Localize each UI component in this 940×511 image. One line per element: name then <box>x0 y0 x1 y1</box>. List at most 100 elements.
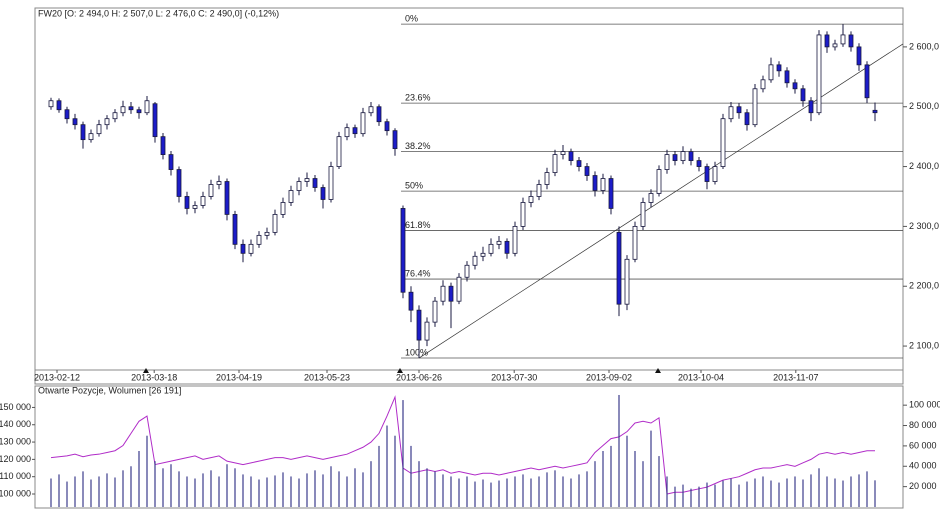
y2-tick-label: 100 000 <box>909 400 940 410</box>
x-tick-label: 2013-02-12 <box>34 372 80 382</box>
candle-body <box>472 255 478 266</box>
candle-body <box>384 121 390 132</box>
y-tick-label: 140 000 <box>0 419 31 429</box>
candle-body <box>88 133 94 141</box>
candle-body <box>232 214 238 245</box>
candle-body <box>192 205 198 209</box>
candle-body <box>424 321 430 341</box>
candle-body <box>520 202 526 227</box>
x-tick-label: 2013-10-04 <box>678 372 724 382</box>
candle-body <box>152 103 158 138</box>
candle-body <box>816 34 822 114</box>
candle-body <box>616 231 622 305</box>
candle-body <box>832 43 838 48</box>
candle-body <box>672 154 678 161</box>
candle-body <box>248 243 254 254</box>
fib-label: 23.6% <box>405 93 431 103</box>
y2-tick-label: 20 000 <box>909 481 937 491</box>
candle-body <box>512 225 518 254</box>
candle-body <box>120 106 126 114</box>
candle-body <box>792 82 798 90</box>
fib-label: 0% <box>405 14 418 24</box>
candle-body <box>648 193 654 203</box>
candle-body <box>856 46 862 66</box>
candle-body <box>64 109 70 120</box>
fib-label: 61.8% <box>405 220 431 230</box>
candle-body <box>104 118 110 126</box>
x-tick-label: 2013-05-23 <box>304 372 350 382</box>
candle-body <box>552 154 558 173</box>
candle-body <box>600 178 606 191</box>
candle-body <box>184 196 190 209</box>
candle-body <box>112 112 118 120</box>
x-tick-label: 2013-07-30 <box>491 372 537 382</box>
x-tick-label: 2013-11-07 <box>773 372 818 382</box>
date-strip <box>34 369 904 385</box>
candle-body <box>296 181 302 191</box>
candle-body <box>640 202 646 227</box>
fib-label: 76.4% <box>405 268 431 278</box>
candle-body <box>344 127 350 138</box>
candle-body <box>208 184 214 197</box>
candle-body <box>376 106 382 123</box>
price-panel <box>34 7 904 371</box>
y2-tick-label: 60 000 <box>909 440 937 450</box>
candle-body <box>784 70 790 84</box>
candle-body <box>128 106 134 111</box>
candle-body <box>576 160 582 167</box>
candle-body <box>272 214 278 233</box>
candle-body <box>224 181 230 215</box>
y2-tick-label: 40 000 <box>909 461 937 471</box>
volume-panel <box>34 385 904 509</box>
candle-body <box>256 234 262 245</box>
y2-tick-label: 80 000 <box>909 420 937 430</box>
fib-label: 50% <box>405 180 423 190</box>
candle-body <box>240 243 246 254</box>
candle-body <box>144 100 150 114</box>
y-tick-label: 2 300,0 <box>909 221 939 231</box>
candle-body <box>200 196 206 206</box>
candle-body <box>496 240 502 245</box>
candle-body <box>728 106 734 120</box>
candle-body <box>264 231 270 236</box>
candle-body <box>656 169 662 194</box>
candle-body <box>368 106 374 114</box>
candle-body <box>176 169 182 197</box>
candle-body <box>304 178 310 182</box>
candle-body <box>456 276 462 302</box>
candle-body <box>448 285 454 302</box>
x-tick-label: 2013-06-26 <box>396 372 442 382</box>
candle-body <box>440 285 446 302</box>
candle-body <box>848 34 854 48</box>
candle-body <box>664 154 670 170</box>
candle-body <box>136 109 142 114</box>
candle-body <box>688 151 694 161</box>
fib-label: 38.2% <box>405 141 431 151</box>
candle-body <box>400 208 406 293</box>
candle-body <box>760 79 766 90</box>
price-title: FW20 [O: 2 494,0 H: 2 507,0 L: 2 476,0 C… <box>38 8 279 18</box>
candle-body <box>544 172 550 185</box>
y-tick-label: 130 000 <box>0 436 31 446</box>
candle-body <box>464 264 470 278</box>
candle-body <box>312 178 318 188</box>
y-tick-label: 150 000 <box>0 402 31 412</box>
volume-title: Otwarte Pozycje, Wolumen [26 191] <box>38 385 181 395</box>
candle-body <box>712 166 718 182</box>
candle-body <box>808 100 814 114</box>
candle-body <box>288 190 294 203</box>
candle-body <box>720 118 726 167</box>
candle-body <box>824 34 830 48</box>
candle-body <box>168 154 174 170</box>
fib-label: 100% <box>405 347 428 357</box>
candle-body <box>80 124 86 141</box>
candle-body <box>480 252 486 257</box>
candle-body <box>432 300 438 323</box>
candle-body <box>864 64 870 99</box>
candle-body <box>568 151 574 161</box>
event-markers <box>143 368 661 373</box>
candle-body <box>336 136 342 167</box>
candle-body <box>392 130 398 150</box>
y-tick-label: 2 100,0 <box>909 340 939 350</box>
